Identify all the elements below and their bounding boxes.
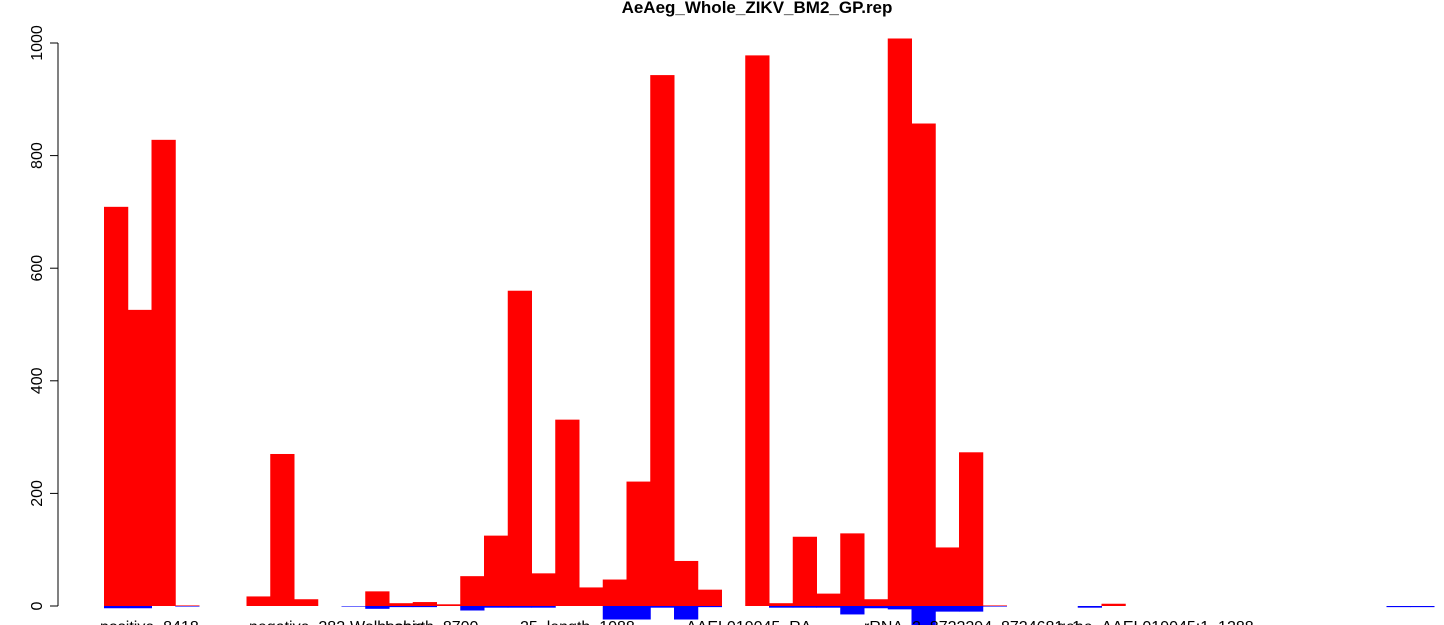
positive-bar — [507, 290, 532, 606]
negative-bar — [602, 606, 627, 620]
positive-bar — [792, 536, 817, 606]
negative-bar — [769, 606, 794, 608]
negative-bar — [341, 606, 366, 607]
negative-bar — [650, 606, 675, 608]
negative-bar — [626, 606, 651, 620]
y-tick-label: 200 — [29, 480, 46, 507]
negative-bar — [935, 606, 960, 612]
negative-bar — [697, 606, 722, 608]
positive-bar — [697, 589, 722, 606]
x-tick-label: gene_AAEL019045:1_1288 — [1057, 619, 1254, 625]
positive-bar — [745, 55, 770, 607]
y-tick-label: 0 — [29, 601, 46, 610]
negative-bar — [389, 606, 414, 608]
positive-bar — [151, 139, 176, 606]
x-tick-label: Length_8700 — [385, 619, 479, 625]
positive-bar — [674, 560, 699, 606]
positive-bar — [365, 591, 390, 606]
negative-bar — [959, 606, 984, 612]
positive-bar — [626, 481, 651, 606]
positive-bar — [460, 576, 485, 606]
positive-bar — [911, 123, 936, 606]
positive-bar — [555, 419, 580, 606]
x-tick-label: positive_8418 — [100, 619, 199, 625]
positive-bar — [412, 602, 437, 606]
positive-bar — [1101, 603, 1126, 606]
positive-bar — [104, 206, 129, 606]
negative-bar — [412, 606, 437, 608]
positive-bar — [887, 38, 912, 607]
positive-bar — [650, 75, 675, 606]
negative-bar — [816, 606, 841, 608]
negative-bar — [887, 606, 912, 610]
x-axis-labels: positive_8418 negative_282 WolbachiaLength… — [100, 619, 1254, 625]
positive-bar — [579, 587, 604, 606]
negative-bar — [507, 606, 532, 608]
negative-bar — [1410, 606, 1435, 608]
negative-bar — [1386, 606, 1411, 608]
positive-bar — [175, 605, 200, 606]
negative-series — [104, 606, 1435, 625]
positive-bar — [127, 309, 152, 606]
positive-bar — [982, 605, 1007, 606]
positive-bar — [389, 603, 414, 606]
positive-bar — [246, 596, 271, 606]
negative-bar — [531, 606, 556, 608]
positive-bar — [840, 533, 865, 606]
y-tick-label: 600 — [29, 255, 46, 282]
positive-bar — [816, 593, 841, 606]
positive-bar — [436, 604, 461, 606]
positive-bar — [959, 452, 984, 606]
y-tick-label: 800 — [29, 142, 46, 169]
negative-bar — [911, 606, 936, 625]
positive-bar — [294, 599, 319, 606]
positive-bar — [864, 599, 889, 606]
positive-bar — [769, 603, 794, 606]
positive-series — [104, 38, 1126, 607]
x-tick-label: Wolbachia — [350, 619, 425, 625]
negative-bar — [484, 606, 509, 608]
x-tick-label: 25_length_1088 — [520, 619, 635, 625]
x-tick-label: rRNA_2_8722294_8724681_1 — [864, 619, 1081, 625]
y-tick-label: 400 — [29, 367, 46, 394]
positive-bar — [935, 547, 960, 606]
negative-bar — [127, 606, 152, 609]
x-tick-label: AAEL019045_RA — [686, 619, 812, 625]
negative-bar — [982, 606, 1007, 607]
positive-bar — [602, 579, 627, 606]
y-tick-label: 1000 — [29, 25, 46, 61]
negative-bar — [1077, 606, 1102, 608]
positive-bar — [270, 453, 295, 606]
negative-bar — [104, 606, 129, 609]
negative-bar — [840, 606, 865, 615]
negative-bar — [674, 606, 699, 620]
negative-bar — [864, 606, 889, 609]
positive-bar — [484, 535, 509, 606]
y-axis: 0 200 400 600 800 1000 — [29, 25, 59, 610]
negative-bar — [460, 606, 485, 611]
positive-bar — [531, 573, 556, 606]
negative-bar — [792, 606, 817, 608]
negative-bar — [365, 606, 390, 609]
x-tick-label: negative_282 — [249, 619, 345, 625]
chart-title: AeAeg_Whole_ZIKV_BM2_GP.rep — [622, 0, 893, 17]
negative-bar — [175, 606, 200, 607]
